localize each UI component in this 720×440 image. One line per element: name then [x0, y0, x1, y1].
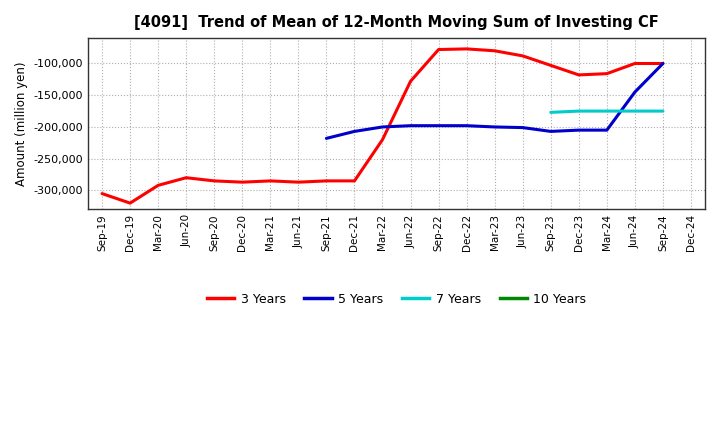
- 3 Years: [518, 53, 527, 59]
- 3 Years: [266, 178, 274, 183]
- 3 Years: [462, 46, 471, 51]
- 5 Years: [434, 123, 443, 128]
- Y-axis label: Amount (million yen): Amount (million yen): [15, 62, 28, 186]
- 3 Years: [322, 178, 330, 183]
- 3 Years: [98, 191, 107, 196]
- Title: [4091]  Trend of Mean of 12-Month Moving Sum of Investing CF: [4091] Trend of Mean of 12-Month Moving …: [134, 15, 659, 30]
- Line: 7 Years: 7 Years: [551, 111, 663, 112]
- 3 Years: [350, 178, 359, 183]
- 7 Years: [659, 108, 667, 114]
- 5 Years: [631, 89, 639, 95]
- 5 Years: [350, 129, 359, 134]
- 3 Years: [154, 183, 163, 188]
- 5 Years: [462, 123, 471, 128]
- 3 Years: [603, 71, 611, 76]
- 3 Years: [490, 48, 499, 53]
- 5 Years: [546, 129, 555, 134]
- 3 Years: [434, 47, 443, 52]
- 5 Years: [378, 125, 387, 130]
- 3 Years: [406, 79, 415, 84]
- 3 Years: [126, 201, 135, 206]
- 3 Years: [238, 180, 247, 185]
- 3 Years: [378, 137, 387, 142]
- 3 Years: [210, 178, 219, 183]
- 5 Years: [518, 125, 527, 130]
- 5 Years: [603, 128, 611, 133]
- 3 Years: [182, 175, 191, 180]
- 3 Years: [294, 180, 302, 185]
- 3 Years: [631, 61, 639, 66]
- 7 Years: [631, 108, 639, 114]
- 3 Years: [575, 72, 583, 77]
- 7 Years: [575, 108, 583, 114]
- Line: 5 Years: 5 Years: [326, 63, 663, 138]
- 3 Years: [546, 63, 555, 68]
- Legend: 3 Years, 5 Years, 7 Years, 10 Years: 3 Years, 5 Years, 7 Years, 10 Years: [202, 288, 591, 311]
- 5 Years: [406, 123, 415, 128]
- 5 Years: [322, 136, 330, 141]
- 5 Years: [490, 125, 499, 130]
- 5 Years: [659, 61, 667, 66]
- 7 Years: [546, 110, 555, 115]
- 5 Years: [575, 128, 583, 133]
- 7 Years: [603, 108, 611, 114]
- 3 Years: [659, 61, 667, 66]
- Line: 3 Years: 3 Years: [102, 49, 663, 203]
